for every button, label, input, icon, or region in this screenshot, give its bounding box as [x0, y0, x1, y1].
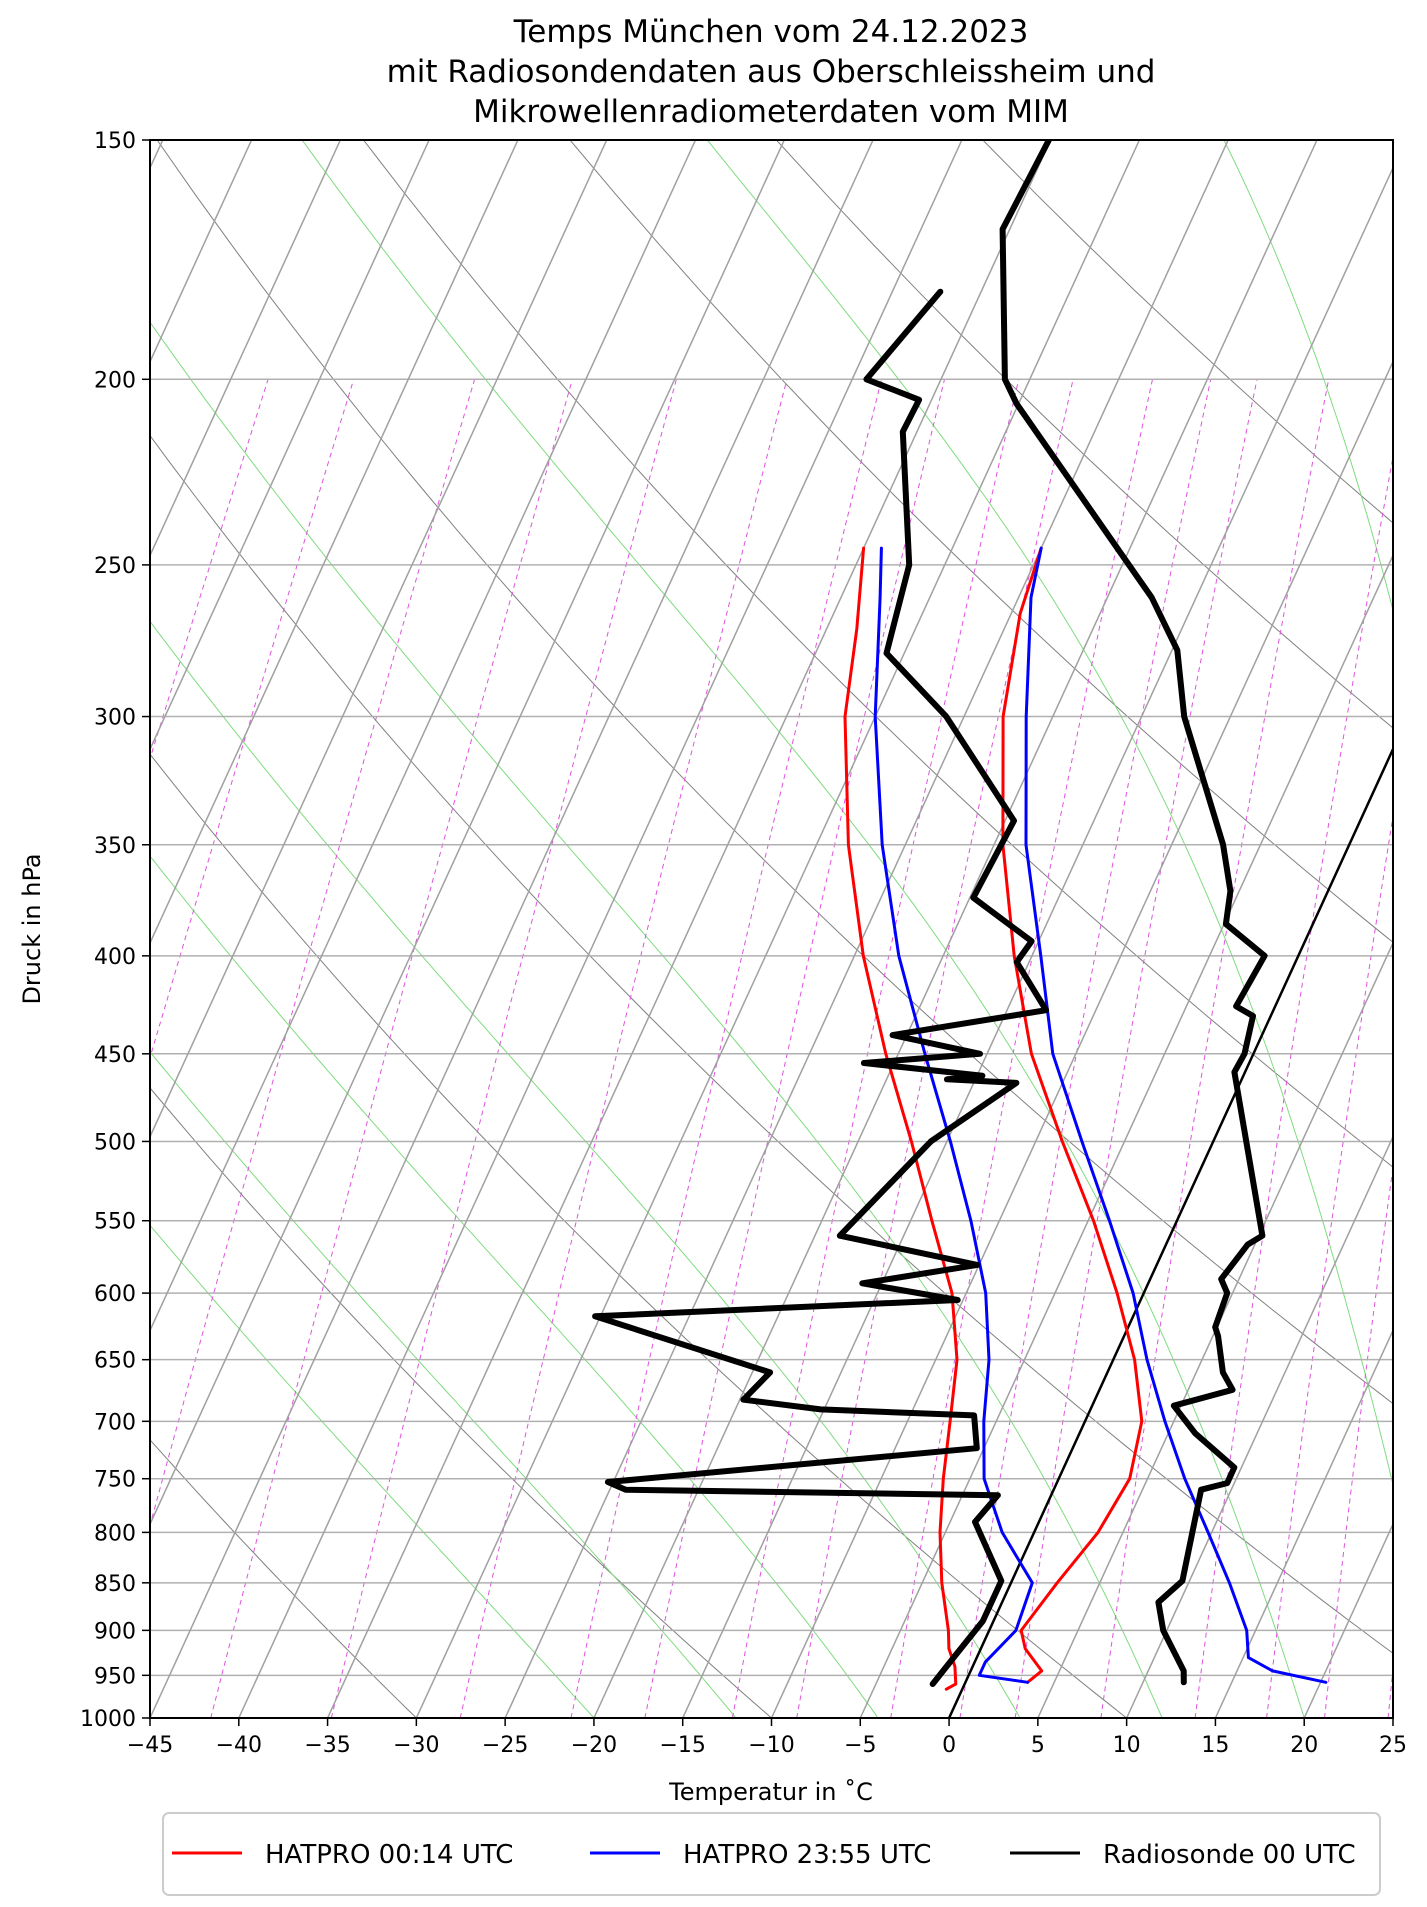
x-tick-label: −25: [482, 1733, 528, 1758]
isotherm-gridline: [1214, 1328, 1393, 1718]
y-tick-label: 300: [94, 706, 136, 731]
y-tick-label: 550: [94, 1210, 136, 1235]
mixing-ratio-line: [150, 379, 476, 1528]
y-axis-label: Druck in hPa: [18, 853, 46, 1004]
y-tick-label: 750: [94, 1468, 136, 1493]
x-tick-label: −20: [571, 1733, 617, 1758]
x-tick-label: −45: [127, 1733, 173, 1758]
isotherm-gridline: [150, 140, 697, 1333]
x-tick-label: −10: [748, 1733, 794, 1758]
x-tick-label: −40: [216, 1733, 262, 1758]
isotherm-gridline: [150, 140, 874, 1718]
x-tick-label: 20: [1290, 1733, 1318, 1758]
y-tick-label: 1000: [80, 1707, 136, 1732]
dry-adiabat-line: [150, 753, 1127, 1718]
y-tick-label: 450: [94, 1043, 136, 1068]
y-tick-label: 150: [94, 129, 136, 154]
reference-line-mark: [947, 748, 1393, 1718]
isotherm-gridline: [150, 140, 342, 558]
isotherm-gridline: [1392, 1716, 1393, 1718]
isotherm-gridline: [1037, 941, 1393, 1718]
x-tick-label: 5: [1031, 1733, 1045, 1758]
chart-title-line-2: mit Radiosondendaten aus Oberschleisshei…: [387, 54, 1156, 90]
series-line-1-profile-1: [1024, 546, 1328, 1684]
dry-adiabat-line: [569, 140, 1393, 943]
isotherm-gridline: [150, 140, 430, 751]
isotherm-gridline: [150, 140, 608, 1139]
y-tick-label: 400: [94, 945, 136, 970]
moist-adiabat-line: [301, 140, 1305, 1718]
y-tick-label: 250: [94, 554, 136, 579]
moist-adiabat-line: [150, 1051, 737, 1718]
moist-adiabat-line: [706, 140, 1393, 1487]
mixing-ratio-line: [1100, 379, 1330, 1718]
x-tick-label: 0: [942, 1733, 956, 1758]
y-tick-label: 850: [94, 1572, 136, 1597]
x-tick-label: 15: [1201, 1733, 1229, 1758]
reference-line: [947, 748, 1393, 1718]
x-tick-label: 10: [1113, 1733, 1141, 1758]
legend: HATPRO 00:14 UTC HATPRO 23:55 UTC Radios…: [162, 1812, 1381, 1896]
isotherm-gridline: [150, 140, 785, 1527]
dry-adiabat-line: [150, 1439, 417, 1718]
moist-adiabat-line: [150, 321, 1163, 1718]
moist-adiabat-line: [150, 855, 879, 1718]
x-axis-label: Temperatur in ˚C: [668, 1778, 873, 1806]
series-line-0-profile-1: [1001, 546, 1144, 1684]
y-tick-label: 700: [94, 1410, 136, 1435]
isotherm-gridline: [682, 166, 1393, 1718]
y-tick-label: 500: [94, 1130, 136, 1155]
x-tick-label: −15: [659, 1733, 705, 1758]
x-tick-label: −35: [304, 1733, 350, 1758]
legend-label-hatpro-0014: HATPRO 00:14 UTC: [265, 1840, 513, 1870]
isotherm-gridline: [593, 140, 1318, 1718]
dry-adiabat-line: [150, 1087, 772, 1718]
dry-adiabat-line: [363, 140, 1393, 1168]
x-tick-label: −5: [844, 1733, 876, 1758]
series-line-0-profile-0: [843, 546, 959, 1691]
y-tick-label: 650: [94, 1349, 136, 1374]
mixing-ratio-line: [1014, 379, 1258, 1718]
y-tick-label: 600: [94, 1282, 136, 1307]
mixing-ratio-line: [210, 379, 573, 1718]
chart-title-line-3: Mikrowellenradiometerdaten vom MIM: [473, 94, 1069, 130]
isotherm-gridline: [504, 140, 1229, 1718]
series-line-2-profile-1: [999, 140, 1268, 1686]
x-tick-label: −30: [393, 1733, 439, 1758]
isotherm-gridline: [326, 140, 1052, 1718]
moist-adiabat-line: [150, 1224, 595, 1718]
dry-adiabat-line: [156, 140, 1393, 1405]
mixing-ratio-line: [1194, 454, 1393, 1718]
series-lines: [592, 140, 1328, 1691]
y-tick-label: 350: [94, 834, 136, 859]
y-tick-label: 200: [94, 368, 136, 393]
isotherm-gridline: [150, 140, 519, 945]
chart-title: Temps München vom 24.12.2023 mit Radioso…: [387, 14, 1156, 130]
x-tick-label: 25: [1379, 1733, 1407, 1758]
isotherm-gridline: [1125, 1134, 1393, 1718]
legend-label-radiosonde: Radiosonde 00 UTC: [1103, 1840, 1356, 1870]
series-line-1-profile-0: [873, 546, 1034, 1684]
mixing-ratio-line: [890, 379, 1153, 1718]
y-tick-label: 800: [94, 1521, 136, 1546]
isotherm-gridline: [238, 140, 963, 1718]
series-line-2-profile-0: [592, 288, 1050, 1687]
y-axis-ticks: 150 200 250 300 350 400 450 500 550 600 650 700 750 8…: [80, 129, 150, 1732]
mixing-ratio-line: [1266, 813, 1393, 1718]
y-tick-label: 950: [94, 1664, 136, 1689]
legend-label-hatpro-2355: HATPRO 23:55 UTC: [683, 1840, 931, 1870]
x-axis-ticks: −45 −40 −35 −30 −25 −20 −15 −10 −5 0 5 10 15 20 25: [127, 1718, 1407, 1758]
legend-box: [162, 1812, 1381, 1896]
isotherm-gridline: [859, 553, 1393, 1718]
plot-background: [150, 140, 1393, 1718]
mixing-ratio-line: [959, 379, 1212, 1718]
chart-title-line-1: Temps München vom 24.12.2023: [513, 14, 1029, 50]
mixing-ratio-line: [1324, 1163, 1393, 1718]
y-tick-label: 900: [94, 1619, 136, 1644]
